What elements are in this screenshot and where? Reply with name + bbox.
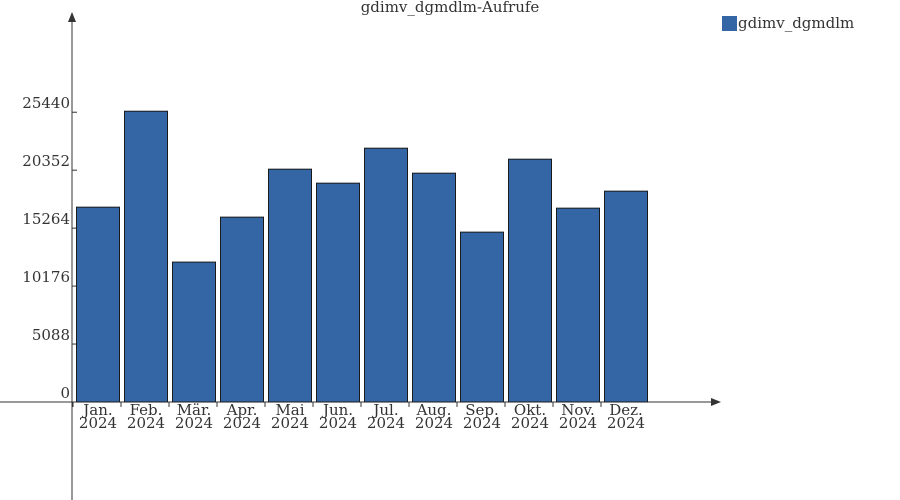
x-tick-label: Jul. 2024	[366, 401, 406, 432]
bar	[220, 216, 264, 403]
x-tick-label: Mär. 2024	[174, 401, 214, 432]
bar	[556, 207, 600, 403]
bar	[460, 231, 504, 403]
legend-label: gdimv_dgmdlm	[738, 14, 854, 32]
x-tick-label: Jan. 2024	[78, 401, 118, 432]
y-axis-arrow	[68, 12, 76, 22]
y-tick-label: 0	[60, 384, 70, 402]
bar	[508, 158, 552, 403]
y-tick-label: 15264	[22, 210, 70, 228]
x-axis-arrow	[711, 398, 721, 406]
x-tick-label: Apr. 2024	[222, 401, 262, 432]
y-tick-label: 10176	[22, 268, 70, 286]
x-tick-label: Okt. 2024	[510, 401, 550, 432]
chart-title: gdimv_dgmdlm-Aufrufe	[361, 0, 540, 16]
y-tick-label: 20352	[22, 152, 70, 170]
x-tick-label: Aug. 2024	[414, 401, 454, 432]
bar	[268, 168, 312, 403]
bar	[76, 206, 120, 403]
x-tick-label: Dez. 2024	[606, 401, 646, 432]
x-tick-label: Mai 2024	[270, 401, 310, 432]
bar	[412, 172, 456, 403]
x-tick-label: Jun. 2024	[318, 401, 358, 432]
bar	[604, 190, 648, 403]
bar	[172, 261, 216, 403]
x-tick-label: Sep. 2024	[462, 401, 502, 432]
bar	[316, 182, 360, 403]
bar	[364, 147, 408, 403]
legend-swatch	[722, 16, 737, 31]
x-tick-label: Feb. 2024	[126, 401, 166, 432]
x-tick-label: Nov. 2024	[558, 401, 598, 432]
y-tick-label: 5088	[32, 326, 70, 344]
y-tick-label: 25440	[22, 94, 70, 112]
bar	[124, 110, 168, 403]
